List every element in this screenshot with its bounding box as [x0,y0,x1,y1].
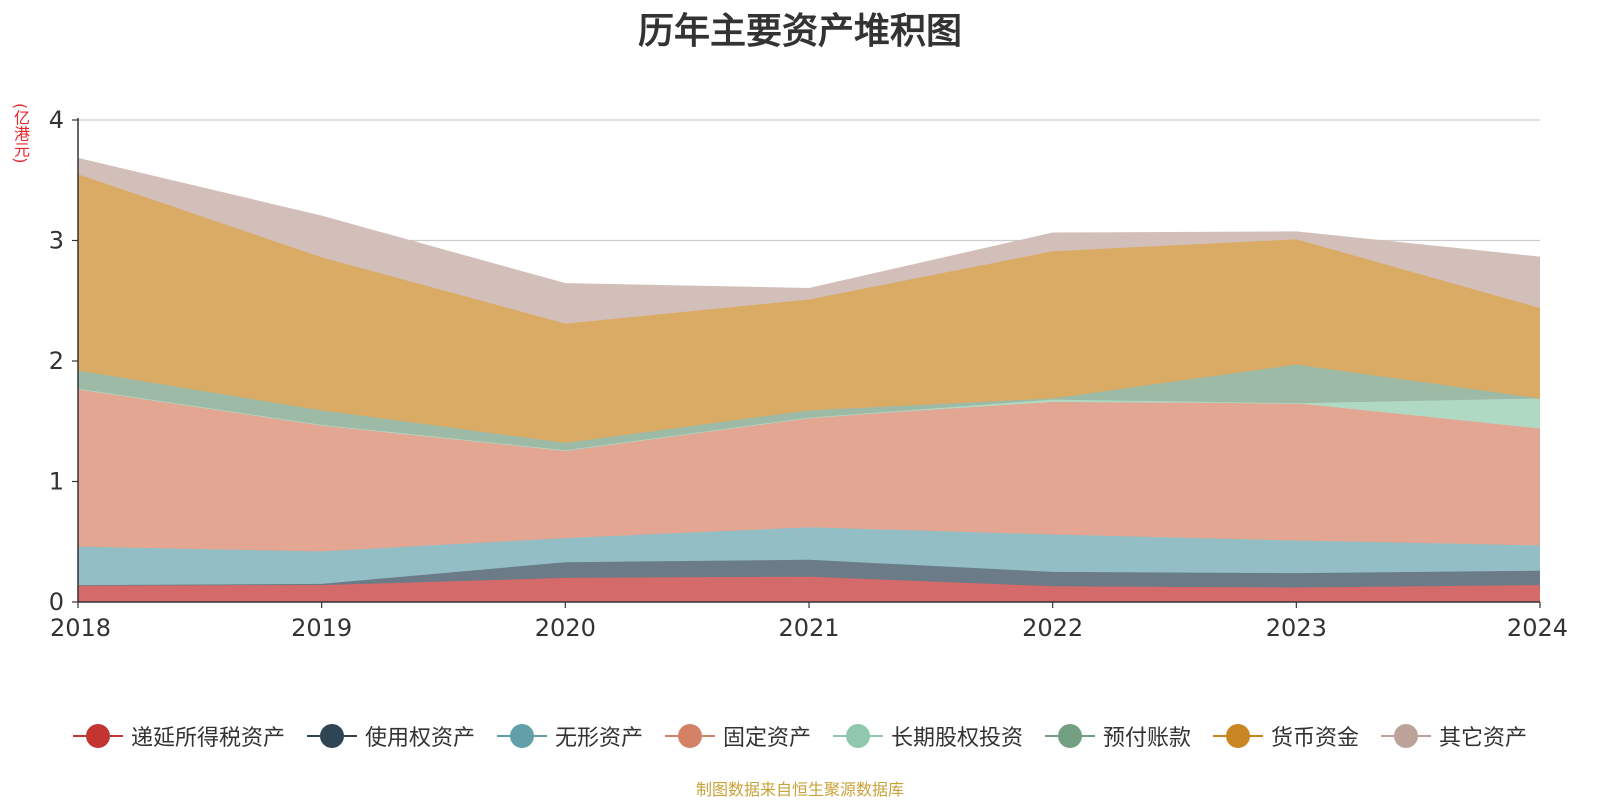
x-tick-label: 2022 [1022,614,1083,642]
legend-dot [1226,724,1251,748]
legend-marker-icon [496,724,547,748]
legend-dot [1394,724,1419,748]
area-series-layer [77,157,1541,602]
legend-item[interactable]: 其它资产 [1381,720,1527,752]
legend-label: 使用权资产 [364,726,475,751]
area-series-3 [78,527,1540,586]
legend-label: 固定资产 [722,726,811,751]
legend-item[interactable]: 货币资金 [1213,720,1359,752]
area-series-1 [78,576,1540,602]
axes: 0 1 2 3 4 2018 2019 2020 2021 2022 2023 2024 [49,106,1568,642]
legend-marker-icon [1381,724,1432,748]
y-axis-unit-label: (亿港元) [11,103,30,164]
legend-marker-icon [72,724,123,748]
y-tick-label: 1 [49,468,64,496]
legend-label: 无形资产 [554,726,643,751]
legend-marker-icon [664,724,715,748]
y-tick-label: 2 [49,347,64,375]
y-tick-label: 3 [49,227,64,255]
x-tick-label: 2023 [1266,614,1327,642]
legend-label: 长期股权投资 [891,726,1024,751]
legend-dot [1058,724,1083,748]
legend-marker-icon [1045,724,1096,748]
x-tick-label: 2019 [291,614,352,642]
legend-item[interactable]: 固定资产 [664,720,811,752]
area-series-2 [78,559,1540,588]
legend-marker-icon [1213,724,1264,748]
x-tick-label: 2021 [778,614,839,642]
legend: 递延所得税资产 使用权资产 无形资产 固定资产 长期股权投资 预付账款 货币资金 其它资产 [0,718,1600,754]
legend-label: 其它资产 [1439,726,1528,751]
legend-item[interactable]: 使用权资产 [306,720,475,752]
area-series-4 [78,388,1540,552]
x-tick-label: 2018 [50,614,111,642]
x-tick-label: 2024 [1507,614,1568,642]
chart-title: 历年主要资产堆积图 [637,11,962,52]
legend-item[interactable]: 无形资产 [496,720,643,752]
legend-dot [509,724,534,748]
series-line-8 [77,157,1541,290]
area-series-8 [78,158,1540,324]
source-note: 制图数据来自恒生聚源数据库 [695,780,904,799]
legend-label: 货币资金 [1271,726,1360,751]
legend-item[interactable]: 递延所得税资产 [72,720,285,752]
x-tick-label: 2020 [535,614,596,642]
area-series-6 [78,364,1540,451]
legend-item[interactable]: 长期股权投资 [833,720,1023,752]
legend-marker-icon [306,724,357,748]
legend-label: 递延所得税资产 [130,726,285,751]
legend-dot [85,724,110,748]
legend-dot [846,724,870,748]
legend-dot [677,724,702,748]
area-series-7 [78,174,1540,443]
legend-label: 预付账款 [1103,726,1192,751]
legend-item[interactable]: 预付账款 [1045,720,1191,752]
legend-dot [319,724,344,748]
legend-marker-icon [833,724,883,748]
y-tick-label: 4 [49,106,64,134]
y-tick-label: 0 [49,588,64,616]
